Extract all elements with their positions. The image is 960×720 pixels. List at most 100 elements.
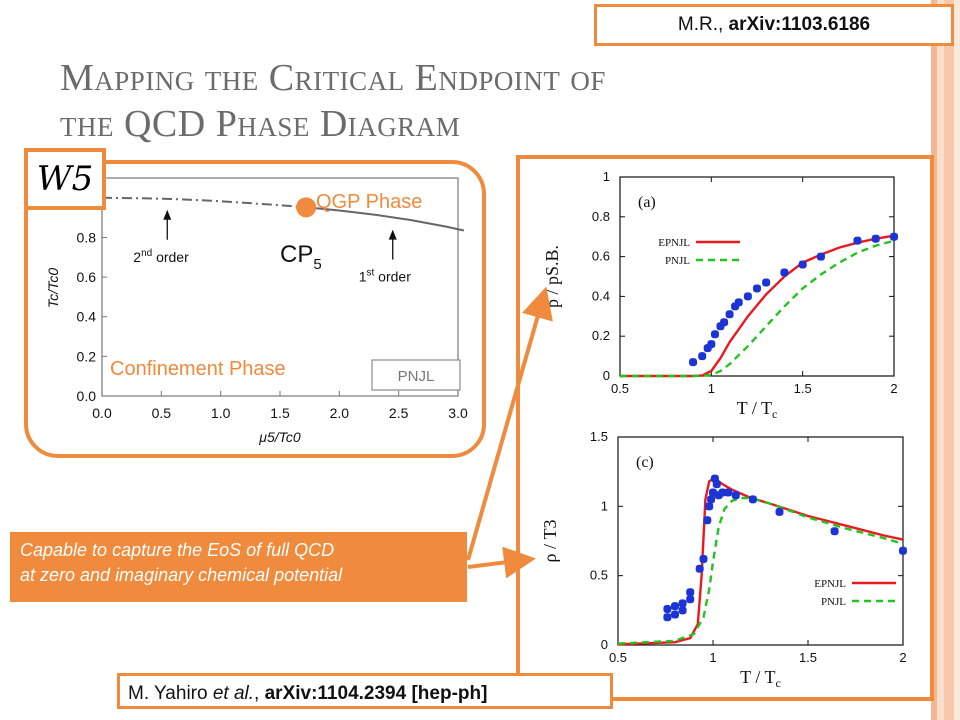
decor-stripe — [937, 0, 944, 720]
y-tick-label: 1 — [603, 169, 610, 184]
slide-title-line1: Mapping the Critical Endpoint of — [60, 57, 606, 99]
lattice-point — [686, 588, 695, 597]
reference-top-authors: M.R., — [677, 14, 729, 35]
lattice-point — [899, 546, 907, 555]
y-tick-label: 0.2 — [592, 328, 610, 343]
plot-frame — [619, 176, 895, 377]
y-tick-label: 0 — [603, 368, 610, 383]
series-group — [620, 232, 898, 378]
pressure-plot: 0.5 1 1.5 2 0 0.2 0.4 0.6 0.8 1 (a) T / Tc p / pS.B.… — [542, 169, 898, 421]
x-tick-label: 0.0 — [92, 405, 112, 421]
y-tick-label: 0.8 — [592, 209, 610, 224]
lattice-point — [698, 352, 707, 361]
slide-title: Mapping the Critical Endpoint of the QCD… — [60, 55, 780, 147]
lattice-point — [748, 495, 757, 504]
x-tick-label: 0.5 — [611, 381, 629, 396]
x-tick-label: 1 — [709, 650, 716, 665]
x-tick-label: 0.5 — [152, 405, 172, 421]
panel-label: (c) — [636, 454, 654, 471]
y-axis-label: ρ / T3 — [540, 520, 560, 563]
model-label: PNJL — [398, 368, 435, 385]
lattice-point — [678, 599, 687, 608]
lattice-point — [707, 340, 716, 349]
series-group — [617, 474, 907, 646]
lattice-point — [686, 595, 695, 604]
lattice-point — [762, 278, 771, 287]
lattice-point — [798, 260, 807, 269]
x-tick-label: 2.0 — [330, 405, 350, 421]
lattice-point — [720, 318, 729, 327]
legend-label: PNJL — [665, 255, 690, 267]
lattice-point — [671, 602, 679, 611]
lattice-point — [780, 268, 789, 277]
reference-bottom: M. Yahiro et al., arXiv:1104.2394 [hep-p… — [117, 673, 613, 709]
pnjl-line — [620, 239, 895, 378]
x-tick-label: 1.0 — [211, 405, 231, 421]
lattice-point — [703, 516, 712, 525]
callout-box: Capable to capture the EoS of full QCD a… — [10, 532, 467, 602]
cp-label: CP5 — [280, 241, 322, 273]
reference-top-arxiv: arXiv:1103.6186 — [728, 14, 871, 35]
first-order-arrowhead — [388, 229, 397, 240]
y-tick-label: 0.5 — [590, 568, 608, 583]
lattice-point — [775, 507, 784, 516]
lattice-point — [705, 502, 714, 511]
second-order-arrowhead — [163, 209, 172, 220]
lattice-point — [707, 495, 716, 504]
x-tick-label: 2 — [899, 650, 906, 665]
reference-bottom-sep: , — [254, 683, 265, 704]
x-tick-label: 2.5 — [389, 405, 409, 421]
lattice-point — [816, 252, 825, 261]
x-axis-label: T / Tc — [737, 398, 778, 421]
lattice-point — [663, 604, 672, 613]
lattice-point — [871, 234, 880, 243]
plot-frame — [617, 436, 904, 646]
eos-panel: 0.5 1 1.5 2 0 0.2 0.4 0.6 0.8 1 (a) T / Tc p / pS.B.… — [516, 155, 934, 701]
lattice-point — [734, 298, 743, 307]
reference-bottom-authors: M. Yahiro — [128, 683, 213, 704]
lattice-point — [743, 292, 752, 301]
transition-line — [306, 206, 465, 232]
callout-line2: at zero and imaginary chemical potential — [20, 565, 343, 585]
legend-label: EPNJL — [658, 237, 690, 249]
y-tick-label: 0 — [601, 637, 608, 652]
x-tick-label: 3.0 — [448, 405, 468, 421]
y-tick-label: 0.2 — [77, 348, 97, 364]
epnjl-line — [617, 477, 904, 646]
critical-point-marker — [296, 197, 317, 218]
y-tick-label: 0.6 — [77, 269, 97, 285]
slide-title-line2: the QCD Phase Diagram — [60, 103, 461, 145]
legend-label: EPNJL — [814, 578, 846, 590]
second-order-label: 2nd order — [133, 248, 189, 265]
lattice-point — [695, 564, 704, 573]
first-order-label: 1st order — [359, 268, 411, 285]
reference-bottom-etal: et al. — [212, 683, 255, 704]
lattice-point — [853, 236, 862, 245]
lattice-point — [678, 606, 687, 615]
lattice-point — [699, 555, 708, 564]
cp-label-subscript: 5 — [313, 256, 321, 273]
slide-badge: W5 — [24, 148, 106, 210]
x-axis-label: μ5/Tc0 — [258, 429, 301, 445]
confinement-phase-label: Confinement Phase — [110, 358, 286, 380]
model-label-box — [371, 359, 461, 391]
y-tick-label: 0.0 — [77, 388, 97, 404]
x-tick-label: 1.5 — [270, 405, 290, 421]
transition-line — [101, 196, 307, 209]
y-tick-label: 1 — [601, 498, 608, 513]
reference-top: M.R., arXiv:1103.6186 — [594, 4, 954, 46]
lattice-point — [710, 330, 719, 339]
decor-stripe — [954, 0, 960, 720]
legend-label: PNJL — [821, 596, 846, 608]
x-axis-label: T / Tc — [740, 667, 781, 690]
y-tick-label: 1.5 — [590, 429, 608, 444]
y-tick-label: 0.4 — [592, 288, 610, 303]
lattice-point — [753, 284, 761, 293]
lattice-point — [830, 527, 839, 536]
x-tick-label: 1 — [708, 381, 715, 396]
qgp-phase-label: QGP Phase — [316, 191, 422, 213]
decor-stripe — [944, 0, 954, 720]
epnjl-line — [620, 234, 895, 378]
x-tick-label: 0.5 — [609, 650, 627, 665]
